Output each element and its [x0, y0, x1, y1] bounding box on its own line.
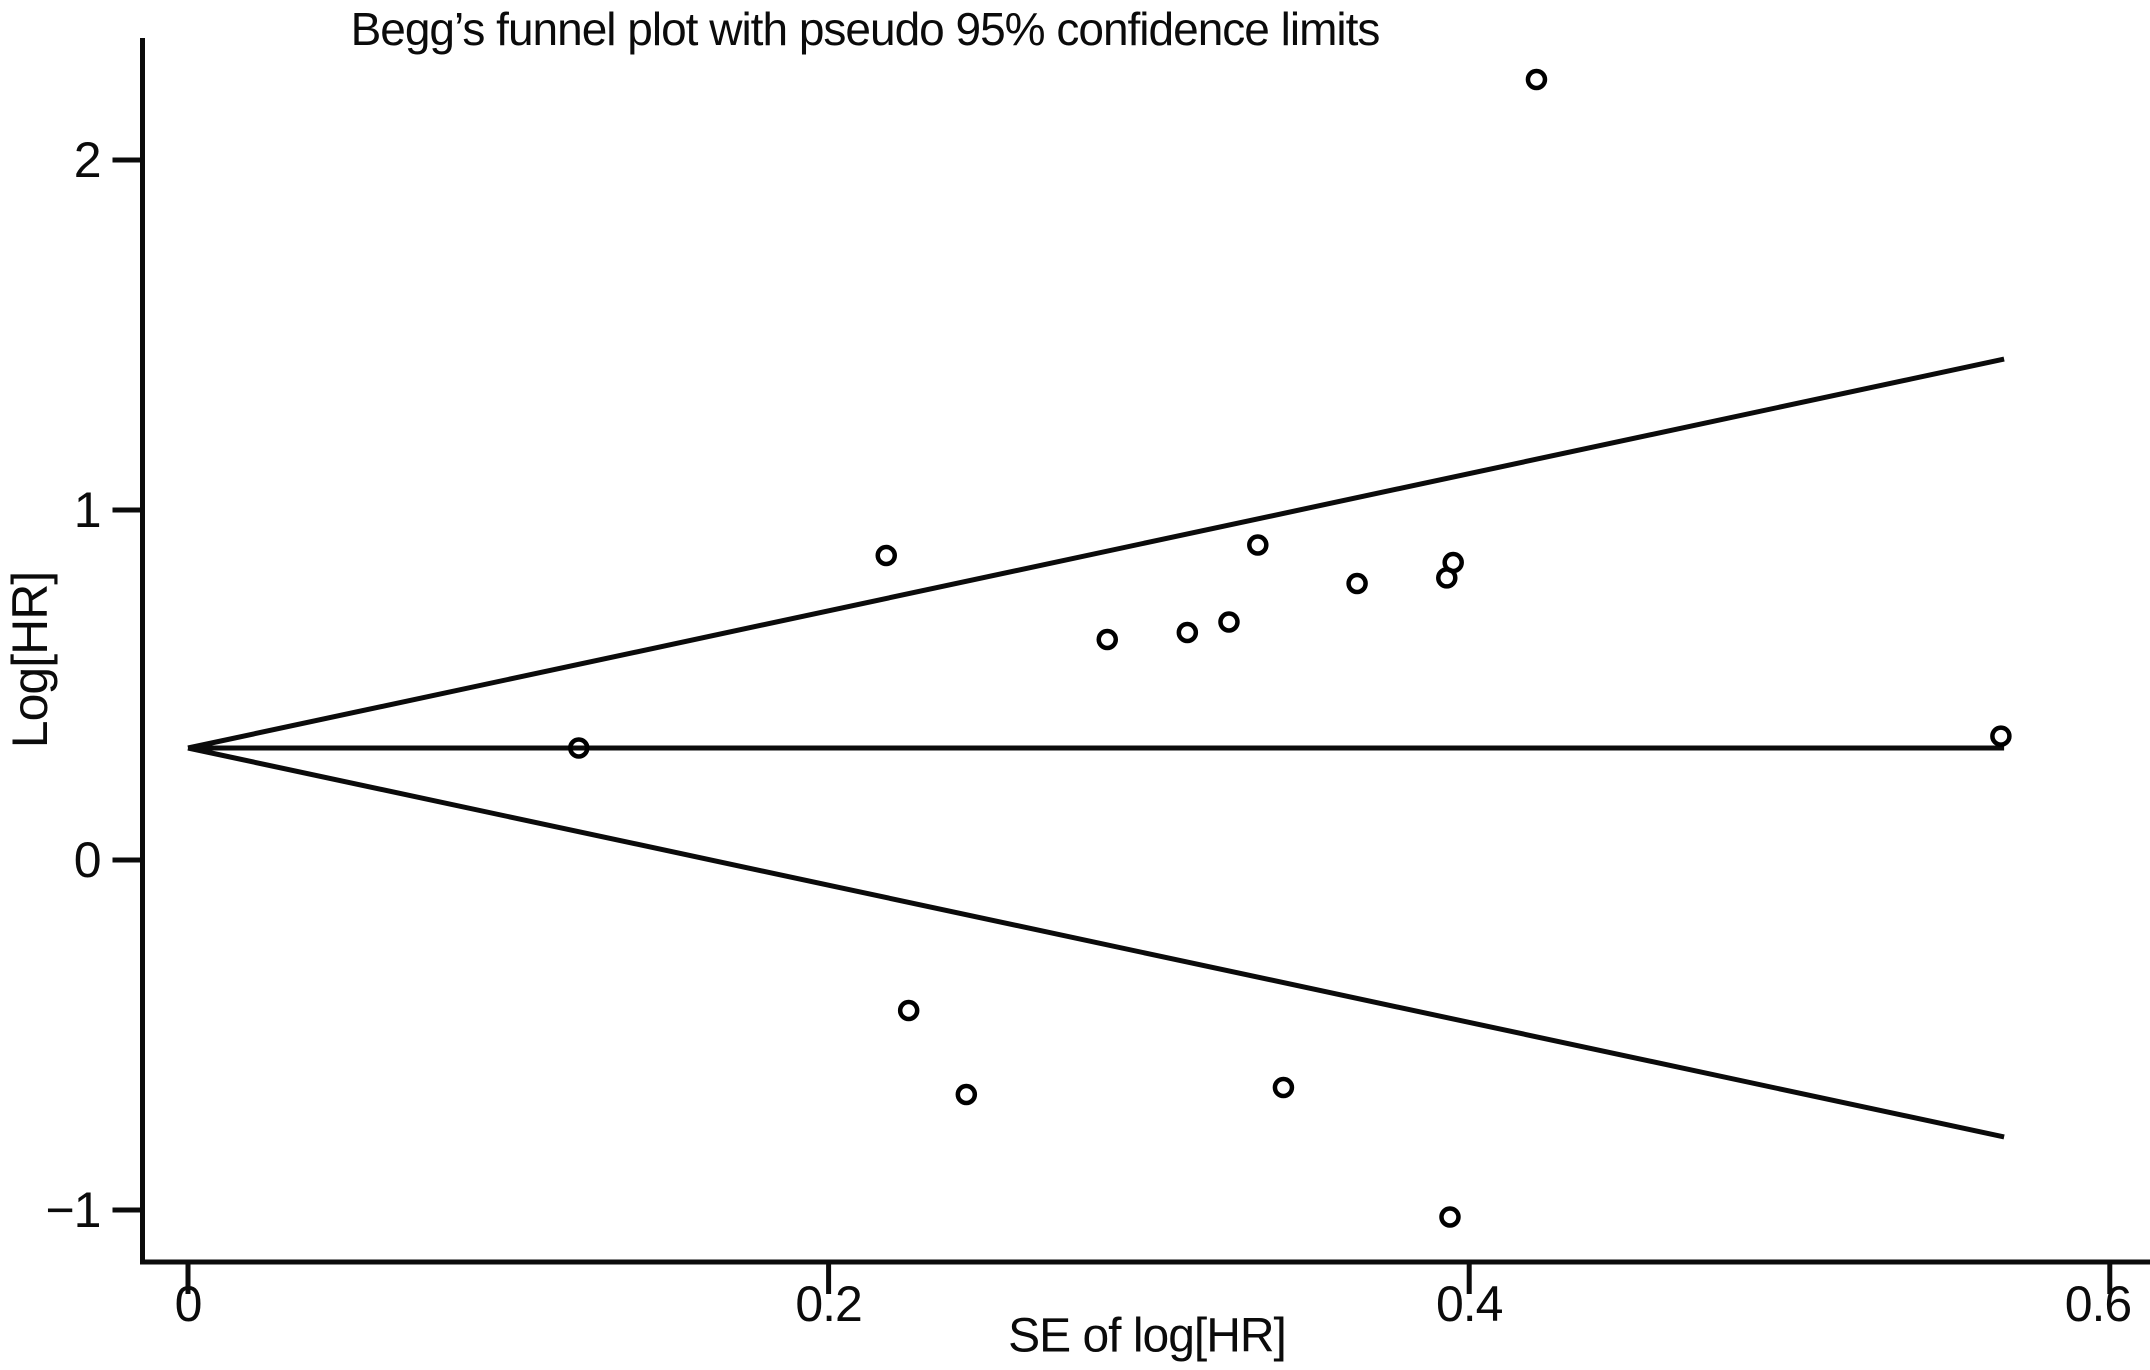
data-point: [1247, 534, 1269, 556]
x-tick-label: 0.4: [1436, 1276, 1503, 1332]
data-point: [1272, 1076, 1295, 1099]
data-point: [1176, 621, 1199, 644]
y-tick-label: 0: [74, 832, 101, 888]
upper-ci-line: [187, 356, 2005, 751]
data-point: [568, 737, 590, 759]
y-tick-label: −1: [45, 1182, 100, 1238]
y-tick-label: 1: [74, 482, 101, 538]
x-axis-label: SE of log[HR]: [1008, 1309, 1287, 1363]
data-point: [1096, 628, 1119, 651]
y-tick-label: 2: [74, 132, 101, 188]
data-point: [1346, 572, 1368, 595]
lower-ci-line: [187, 745, 2005, 1140]
data-point: [1525, 68, 1548, 91]
x-tick-label: 0.2: [795, 1276, 862, 1332]
data-point: [897, 999, 920, 1022]
data-point: [955, 1083, 978, 1106]
x-tick-label: 0.6: [2065, 1276, 2132, 1332]
data-point: [875, 544, 898, 567]
chart-title: Begg’s funnel plot with pseudo 95% confi…: [350, 3, 1381, 55]
data-point: [1990, 725, 2012, 747]
data-point: [1436, 567, 1458, 589]
data-point: [1218, 611, 1240, 633]
data-point: [1439, 1206, 1461, 1228]
x-tick-label: 0: [175, 1276, 202, 1332]
